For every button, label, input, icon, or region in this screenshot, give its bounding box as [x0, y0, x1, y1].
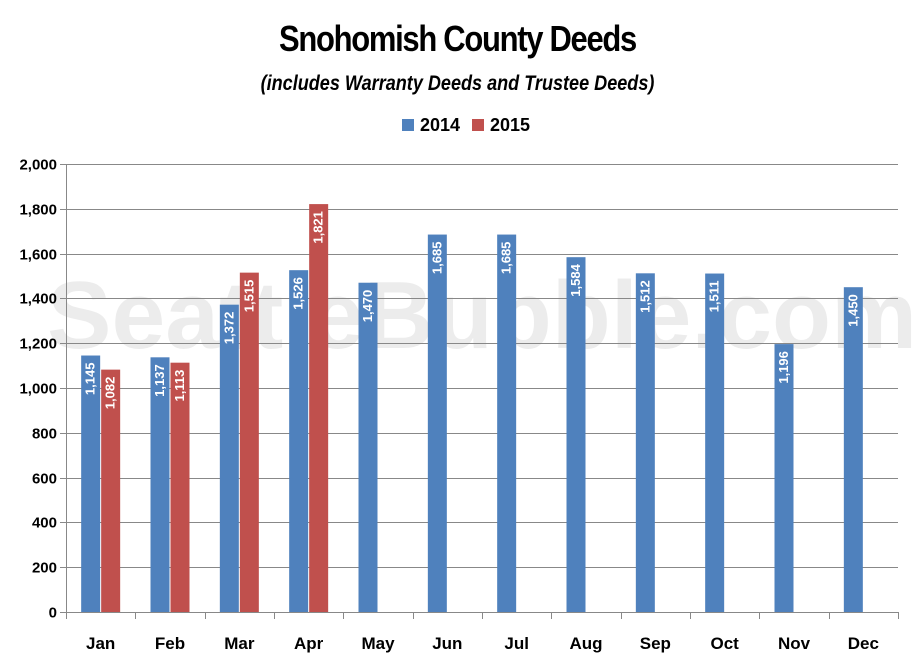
legend-label-2015: 2015	[490, 115, 530, 135]
bar-2014-jun	[427, 234, 447, 612]
x-tick-label: Aug	[569, 634, 602, 653]
bar-2014-mar	[219, 304, 239, 612]
data-label: 1,145	[83, 363, 98, 396]
data-label: 1,082	[103, 377, 118, 410]
bar-2014-oct	[705, 273, 725, 612]
watermark-text: SeattleBubble.com	[47, 262, 915, 369]
x-tick-label: Oct	[710, 634, 739, 653]
data-label: 1,450	[845, 294, 860, 327]
data-label: 1,137	[152, 364, 167, 397]
data-label: 1,196	[776, 351, 791, 384]
legend: 2014 2015	[402, 115, 530, 135]
data-label: 1,821	[311, 211, 326, 244]
bar-2015-mar	[239, 272, 259, 612]
y-tick-label: 800	[32, 426, 57, 443]
bars: 1,145 1,137 1,372 1,526 1,470 1,685 1,685 1,584…	[81, 204, 863, 612]
bar-2014-may	[358, 282, 378, 612]
y-tick-label: 2,000	[19, 157, 57, 174]
y-tick-label: 1,800	[19, 202, 57, 219]
bar-2014-sep	[635, 273, 655, 612]
data-label: 1,470	[360, 290, 375, 323]
y-tick-label: 0	[49, 605, 57, 622]
bar-2015-apr	[309, 204, 329, 612]
x-tick-label: Sep	[640, 634, 671, 653]
y-tick-label: 200	[32, 560, 57, 577]
x-tick-label: Mar	[224, 634, 255, 653]
data-label: 1,113	[172, 370, 187, 402]
bar-2014-jan	[81, 355, 101, 612]
data-label: 1,511	[707, 281, 722, 313]
legend-swatch-2014	[402, 119, 414, 131]
y-tick-label: 1,600	[19, 247, 57, 264]
legend-swatch-2015	[472, 119, 484, 131]
x-tick-label: Jul	[504, 634, 529, 653]
data-label: 1,512	[637, 280, 652, 313]
x-tick-label: Jun	[432, 634, 462, 653]
y-tick-label: 400	[32, 515, 57, 532]
bar-2015-jan	[101, 369, 121, 612]
y-tick-label: 1,000	[19, 381, 57, 398]
y-tick-label: 600	[32, 471, 57, 488]
gridlines	[66, 164, 898, 568]
x-tick-label: May	[361, 634, 395, 653]
x-tick-label: Apr	[294, 634, 324, 653]
data-label: 1,372	[221, 312, 236, 345]
chart-subtitle: (includes Warranty Deeds and Trustee Dee…	[260, 72, 655, 95]
x-tick-label: Nov	[778, 634, 811, 653]
data-label: 1,526	[291, 277, 306, 310]
chart-title: Snohomish County Deeds	[279, 18, 637, 59]
x-tick-label: Dec	[848, 634, 879, 653]
y-tick-label: 1,400	[19, 291, 57, 308]
data-label: 1,685	[429, 242, 444, 275]
bar-2014-dec	[843, 287, 863, 612]
bar-2014-aug	[566, 257, 586, 612]
legend-label-2014: 2014	[420, 115, 460, 135]
axes: 0 200 400 600 800 1,000 1,200 1,400 1,600 1,800 2,…	[19, 157, 899, 653]
bar-2014-jul	[497, 234, 517, 612]
data-label: 1,584	[568, 263, 583, 296]
data-label: 1,515	[241, 280, 256, 313]
x-tick-label: Feb	[155, 634, 185, 653]
bar-2015-feb	[170, 362, 190, 612]
bar-2014-apr	[289, 270, 309, 612]
data-label: 1,685	[499, 242, 514, 275]
bar-2014-nov	[774, 344, 794, 612]
x-tick-label: Jan	[86, 634, 115, 653]
y-tick-label: 1,200	[19, 336, 57, 353]
bar-2014-feb	[150, 357, 170, 612]
